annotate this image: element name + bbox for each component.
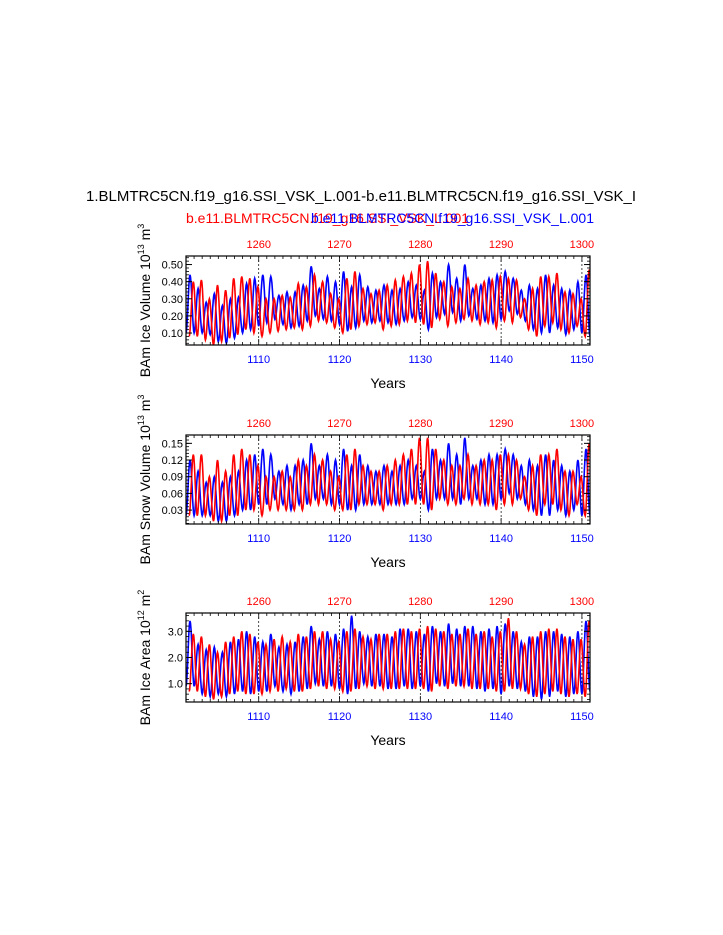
x-tick-label-bottom: 1150 <box>570 354 594 366</box>
y-tick-label: 0.09 <box>162 472 183 484</box>
y-tick-label: 2.0 <box>168 653 183 665</box>
x-tick-label-top: 1280 <box>408 239 432 251</box>
series-line-red <box>188 437 590 524</box>
x-tick-label-bottom: 1120 <box>328 533 352 545</box>
y-label-yunit_base: 10 <box>137 620 153 636</box>
x-tick-label-bottom: 1130 <box>408 711 432 723</box>
x-tick-label-bottom: 1110 <box>247 354 270 366</box>
x-tick-label-top: 1290 <box>489 418 513 430</box>
y-label-yunit_unit_exp: 3 <box>136 395 146 400</box>
y-tick-label: 0.12 <box>162 455 183 467</box>
x-tick-label-bottom: 1150 <box>570 533 594 545</box>
y-label-ylabel: BAm Ice Area <box>137 636 153 725</box>
y-tick-label: 0.50 <box>162 260 183 272</box>
series-line-red <box>188 260 590 345</box>
x-axis-label: Years <box>370 554 405 570</box>
x-tick-label-top: 1300 <box>570 239 594 251</box>
x-tick-label-top: 1270 <box>327 596 351 608</box>
y-label-yunit_exp: 12 <box>136 610 146 620</box>
x-tick-label-bottom: 1130 <box>408 533 432 545</box>
y-label-yunit_unit: m <box>137 400 153 416</box>
x-tick-label-top: 1300 <box>570 418 594 430</box>
y-tick-label: 0.40 <box>162 277 183 289</box>
y-label-yunit_base: 10 <box>137 425 153 441</box>
panel-2: 0.03 0.06 0.09 0.12 0.15 1110 1260 1120 1270 1130… <box>136 395 594 570</box>
y-label-yunit_unit: m <box>137 595 153 611</box>
y-label-yunit_unit: m <box>137 229 153 245</box>
x-tick-label-top: 1260 <box>246 239 270 251</box>
x-tick-label-bottom: 1120 <box>328 711 352 723</box>
x-tick-label-bottom: 1140 <box>489 711 513 723</box>
series-line-blue <box>186 437 590 524</box>
figure-title: 1.BLMTRC5CN.f19_g16.SSI_VSK_L.001-b.e11.… <box>86 188 636 205</box>
y-axis-label: BAm Ice Area 1012 m2 <box>136 590 153 726</box>
y-tick-label: 0.03 <box>162 505 183 517</box>
y-tick-label: 0.30 <box>162 294 183 306</box>
y-tick-label: 0.10 <box>162 328 183 340</box>
x-tick-label-top: 1270 <box>327 239 351 251</box>
x-axis-label: Years <box>370 732 405 748</box>
panel-3: 1.0 2.0 3.0 1110 1260 1120 1270 1130 1280 1140 129… <box>136 590 594 748</box>
x-tick-label-top: 1280 <box>408 596 432 608</box>
y-label-ylabel: BAm Ice Volume <box>137 270 153 377</box>
y-axis-label: BAm Snow Volume 1013 m3 <box>136 395 153 565</box>
series-line-red <box>188 618 590 700</box>
y-label-yunit_exp: 13 <box>136 244 146 254</box>
x-tick-label-top: 1300 <box>570 596 594 608</box>
y-tick-label: 0.20 <box>162 311 183 323</box>
y-label-yunit_unit_exp: 2 <box>136 590 146 595</box>
x-tick-label-top: 1290 <box>489 596 513 608</box>
series-line-blue <box>186 261 590 345</box>
y-tick-label: 0.06 <box>162 488 183 500</box>
x-tick-label-top: 1260 <box>246 418 270 430</box>
x-tick-label-bottom: 1140 <box>489 354 513 366</box>
subtitle-red: b.e11.BLMTRC5CN.f19_g16.SSI_VSK_L.001 <box>186 210 469 226</box>
x-tick-label-bottom: 1110 <box>247 533 270 545</box>
x-tick-label-bottom: 1140 <box>489 533 513 545</box>
y-label-yunit_exp: 13 <box>136 415 146 425</box>
y-label-yunit_base: 10 <box>137 254 153 270</box>
x-tick-label-top: 1290 <box>489 239 513 251</box>
x-tick-label-top: 1270 <box>327 418 351 430</box>
y-label-yunit_unit_exp: 3 <box>136 224 146 229</box>
panel-1: 0.10 0.20 0.30 0.40 0.50 1110 1260 1120 1270 1130… <box>136 224 594 391</box>
y-tick-label: 1.0 <box>168 679 183 691</box>
y-tick-label: 0.15 <box>162 438 183 450</box>
y-label-ylabel: BAm Snow Volume <box>137 441 153 565</box>
x-tick-label-top: 1280 <box>408 418 432 430</box>
x-tick-label-bottom: 1120 <box>328 354 352 366</box>
y-axis-label: BAm Ice Volume 1013 m3 <box>136 224 153 378</box>
x-tick-label-bottom: 1130 <box>408 354 432 366</box>
x-tick-label-bottom: 1110 <box>247 711 270 723</box>
panels: 0.10 0.20 0.30 0.40 0.50 1110 1260 1120 1270 1130… <box>136 224 594 748</box>
y-tick-label: 3.0 <box>168 626 183 638</box>
x-axis-label: Years <box>370 375 405 391</box>
subtitle-blue: b.e11.BLMTRC5CN.f19_g16.SSI_VSK_L.001 <box>311 210 594 226</box>
x-tick-label-bottom: 1150 <box>570 711 594 723</box>
x-tick-label-top: 1260 <box>246 596 270 608</box>
